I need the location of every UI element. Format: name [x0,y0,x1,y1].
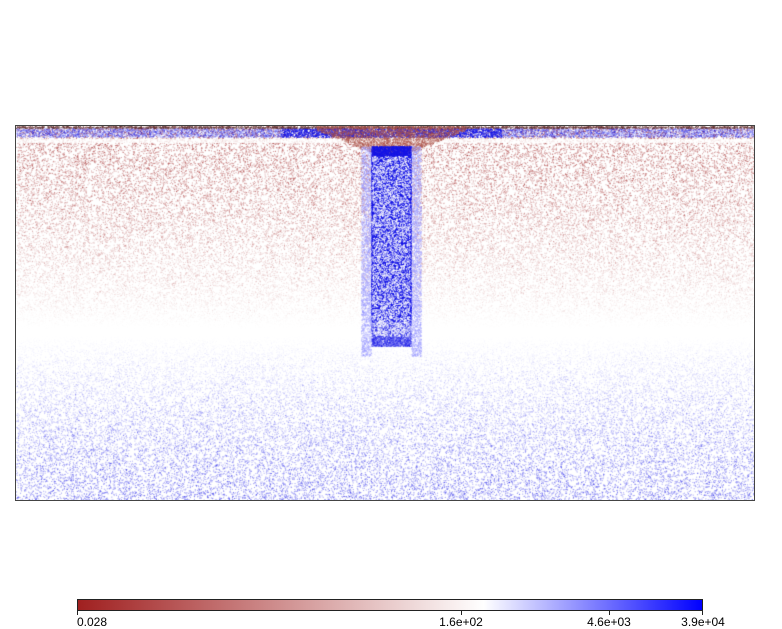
colorbar-label-min: 0.028 [76,615,108,629]
plot-frame [15,125,755,501]
colorbar-tick-0 [77,611,78,615]
colorbar-tick-3 [702,611,703,615]
colorbar-tick-1 [461,611,462,615]
colorbar-label-upper: 4.6e+03 [587,615,631,629]
colorbar-tick-2 [609,611,610,615]
colorbar [77,599,703,611]
particle-field-plot [16,126,754,500]
colorbar-label-mid: 1.6e+02 [439,615,483,629]
colorbar-label-max: 3.9e+04 [681,615,725,629]
